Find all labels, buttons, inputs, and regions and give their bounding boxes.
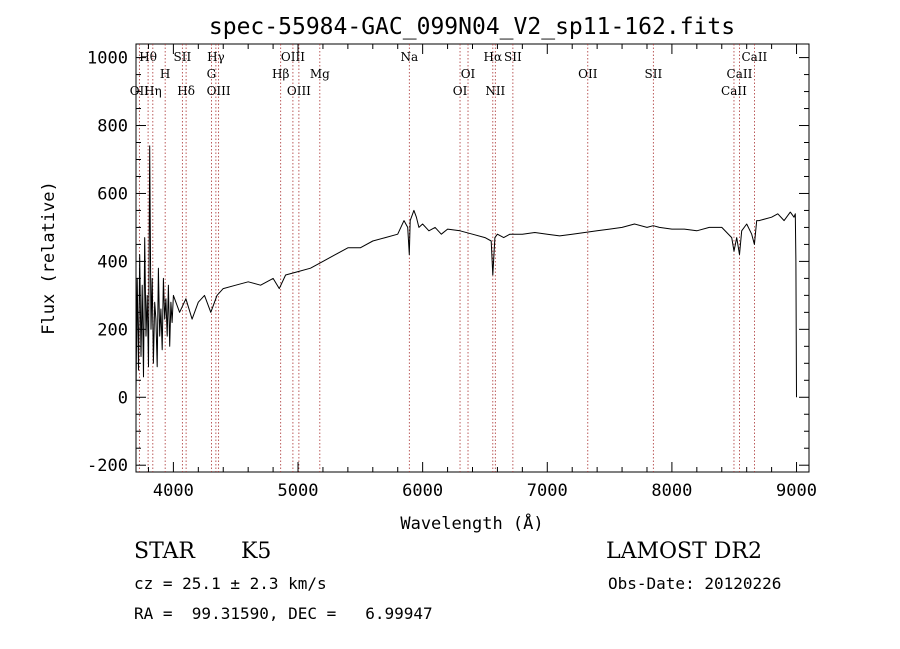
y-tick-label: 600 bbox=[97, 184, 128, 204]
y-tick-label: -200 bbox=[87, 456, 128, 476]
y-tick-label: 1000 bbox=[87, 49, 128, 69]
line-marker-label: OI bbox=[453, 84, 468, 98]
line-marker-label: NII bbox=[485, 84, 505, 98]
line-marker-label: CaII bbox=[741, 50, 767, 64]
line-markers bbox=[138, 44, 755, 472]
redshift-text: cz = 25.1 ± 2.3 km/s bbox=[134, 574, 327, 593]
obs-date: Obs-Date: 20120226 bbox=[608, 574, 782, 593]
survey-name: LAMOST DR2 bbox=[606, 539, 762, 564]
line-marker-label: OII bbox=[578, 67, 598, 81]
x-tick-label: 9000 bbox=[776, 481, 817, 501]
line-marker-label: Na bbox=[400, 50, 418, 64]
x-tick-label: 5000 bbox=[278, 481, 319, 501]
object-subclass: K5 bbox=[241, 539, 272, 564]
spectrum-series bbox=[135, 145, 797, 398]
x-tick-label: 4000 bbox=[153, 481, 194, 501]
line-marker-label: H bbox=[160, 67, 170, 81]
line-marker-label: OI bbox=[461, 67, 476, 81]
x-tick-label: 6000 bbox=[402, 481, 443, 501]
axis-ticks bbox=[136, 44, 809, 472]
plot-frame bbox=[135, 43, 810, 473]
object-type: STAR bbox=[134, 539, 195, 564]
y-tick-label: 200 bbox=[97, 320, 128, 340]
line-marker-label: Hδ bbox=[177, 84, 195, 98]
tick-labels: 4000 5000 6000 7000 8000 9000 -200 0 200 400 600 80… bbox=[87, 49, 817, 501]
line-marker-label: CaII bbox=[721, 84, 747, 98]
y-tick-label: 800 bbox=[97, 117, 128, 137]
x-tick-label: 8000 bbox=[651, 481, 692, 501]
chart-title: spec-55984-GAC_099N04_V2_sp11-162.fits bbox=[209, 14, 735, 40]
y-tick-label: 0 bbox=[118, 388, 128, 408]
line-marker-label: SII bbox=[504, 50, 522, 64]
line-marker-label: G bbox=[207, 67, 217, 81]
line-marker-label: OII bbox=[130, 84, 150, 98]
coordinates-text: RA = 99.31590, DEC = 6.99947 bbox=[134, 604, 433, 623]
line-marker-label: Mg bbox=[310, 67, 330, 81]
line-marker-label: SII bbox=[174, 50, 192, 64]
line-marker-label: OIII bbox=[287, 84, 311, 98]
line-marker-label: CaII bbox=[727, 67, 753, 81]
spectrum-line bbox=[135, 145, 797, 398]
line-marker-label: Hβ bbox=[272, 67, 289, 81]
line-marker-label: OIII bbox=[281, 50, 305, 64]
y-tick-label: 400 bbox=[97, 252, 128, 272]
line-marker-label: Hθ bbox=[139, 50, 157, 64]
x-axis-label: Wavelength (Å) bbox=[400, 512, 543, 534]
line-marker-label: OIII bbox=[207, 84, 231, 98]
x-tick-label: 7000 bbox=[527, 481, 568, 501]
y-axis-label: Flux (relative) bbox=[39, 181, 59, 335]
line-marker-label: Hγ bbox=[207, 50, 225, 64]
line-marker-labels: HθOIIHηHSIIHδHγGOIIIOIIIHβOIIIMgNaOIOIHα… bbox=[130, 50, 768, 98]
line-marker-label: Hα bbox=[484, 50, 503, 64]
line-marker-label: SII bbox=[644, 67, 662, 81]
line-marker-label: Hη bbox=[144, 84, 162, 98]
